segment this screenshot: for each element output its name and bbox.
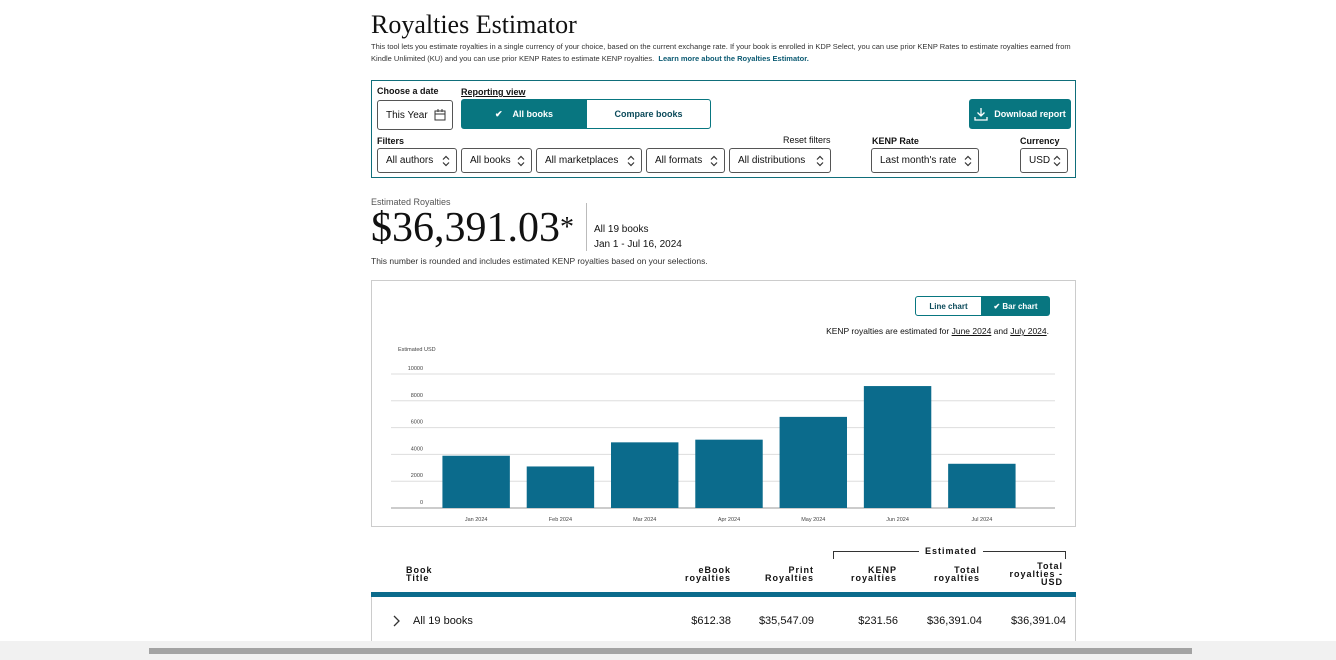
note-text: KENP royalties are estimated for [826, 326, 950, 336]
chevron-icon [816, 155, 824, 166]
column-header: Total royalties - USD [1009, 561, 1063, 587]
summary-label: Estimated Royalties [371, 197, 451, 207]
date-value: This Year [386, 109, 428, 121]
chevron-icon [517, 155, 525, 166]
bar [526, 466, 595, 508]
chevron-icon [710, 155, 718, 166]
summary-amount: $36,391.03* [371, 204, 574, 252]
filter-value: All marketplaces [545, 155, 619, 166]
chevron-icon [1053, 155, 1061, 166]
group-header: Estimated [919, 546, 984, 556]
kenp-value: Last month's rate [880, 155, 957, 166]
chevron-icon [964, 155, 972, 166]
chevron-icon [442, 155, 450, 166]
filter-value: All formats [655, 155, 703, 166]
reporting-label: Reporting view [461, 87, 526, 97]
column-header: Print Royalties [764, 565, 814, 583]
bar-chart: Estimated USD 0 2000 4000 6000 8000 10000 Jan … [391, 347, 1055, 523]
note-link[interactable]: June 2024 [951, 326, 992, 336]
view-label: All books [512, 109, 554, 119]
date-label: Choose a date [377, 86, 439, 96]
bar [779, 416, 847, 508]
y-tick-label: 8000 [411, 393, 423, 399]
view-all-books[interactable]: ✔ All books [461, 99, 587, 129]
filters-label: Filters [377, 136, 405, 146]
chevron-icon [627, 155, 635, 166]
x-tick-label: Jan 2024 [465, 517, 488, 523]
page-title: Royalties Estimator [371, 10, 577, 39]
filter-select[interactable]: All authors [377, 148, 457, 173]
summary-books: All 19 books [594, 224, 649, 235]
currency-label: Currency [1020, 136, 1060, 146]
x-tick-label: Mar 2024 [633, 517, 656, 523]
y-tick-label: 4000 [411, 446, 423, 452]
x-tick-label: Apr 2024 [718, 517, 740, 523]
column-header: eBook royalties [684, 565, 731, 583]
currency-select[interactable]: USD [1020, 148, 1068, 173]
bar [611, 442, 679, 508]
currency-value: USD [1029, 155, 1051, 166]
view-compare-books[interactable]: Compare books [586, 99, 711, 129]
download-label: Download report [994, 109, 1066, 119]
filter-value: All distributions [738, 155, 806, 166]
cell: All 19 books [413, 615, 473, 627]
bar [695, 439, 763, 508]
kenp-label: KENP Rate [872, 136, 919, 146]
date-picker[interactable]: This Year [377, 100, 453, 130]
column-header: Total royalties [933, 565, 980, 583]
bar-chart-toggle[interactable]: ✔ Bar chart [981, 296, 1050, 316]
summary-note: This number is rounded and includes esti… [371, 256, 708, 266]
filter-select[interactable]: All formats [646, 148, 725, 173]
cell: $36,391.04 [926, 615, 982, 627]
x-tick-label: May 2024 [801, 517, 825, 523]
expand-icon[interactable] [391, 615, 401, 627]
toggle-label: Bar chart [1002, 301, 1038, 311]
view-label: Compare books [614, 109, 683, 119]
toggle-label: Line chart [929, 301, 968, 311]
bar [863, 386, 932, 508]
bar [948, 463, 1016, 508]
download-icon [974, 108, 988, 121]
x-tick-label: Jul 2024 [971, 517, 992, 523]
cell: $612.38 [691, 615, 731, 627]
column-header: KENP royalties [850, 565, 897, 583]
amount: $36,391.03 [371, 205, 560, 251]
filter-select[interactable]: All books [461, 148, 532, 173]
filter-value: All books [470, 155, 511, 166]
cell: $231.56 [858, 615, 898, 627]
x-tick-label: Feb 2024 [549, 517, 572, 523]
column-header: Book Title [406, 565, 433, 583]
filter-select[interactable]: All distributions [729, 148, 831, 173]
y-axis-label: Estimated USD [398, 347, 436, 353]
filter-select[interactable]: All marketplaces [536, 148, 642, 173]
kenp-select[interactable]: Last month's rate [871, 148, 979, 173]
asterisk: * [560, 212, 574, 243]
description: This tool lets you estimate royalties in… [371, 41, 1076, 65]
kenp-note: KENP royalties are estimated for June 20… [826, 326, 1049, 336]
scrollbar-thumb[interactable] [149, 648, 1192, 654]
download-button[interactable]: Download report [969, 99, 1071, 129]
note-text: . [1046, 326, 1049, 336]
note-text: and [993, 326, 1008, 336]
calendar-icon [434, 109, 446, 121]
controls-panel [371, 80, 1076, 178]
chart-panel [371, 280, 1076, 527]
bar [442, 455, 510, 508]
table-header-rule [371, 592, 1076, 597]
note-link[interactable]: July 2024 [1010, 326, 1047, 336]
filter-value: All authors [386, 155, 434, 166]
x-tick-label: Jun 2024 [886, 517, 909, 523]
y-tick-label: 10000 [408, 366, 423, 372]
cell: $35,547.09 [758, 615, 814, 627]
y-tick-label: 6000 [411, 420, 423, 426]
summary-range: Jan 1 - Jul 16, 2024 [594, 239, 682, 250]
learn-more-link[interactable]: Learn more about the Royalties Estimator… [658, 54, 809, 63]
y-tick-label: 0 [420, 500, 423, 506]
divider [586, 203, 587, 251]
y-tick-label: 2000 [411, 473, 423, 479]
reset-filters[interactable]: Reset filters [783, 135, 831, 145]
cell: $36,391.04 [1010, 615, 1066, 627]
description-text: This tool lets you estimate royalties in… [371, 42, 1071, 63]
